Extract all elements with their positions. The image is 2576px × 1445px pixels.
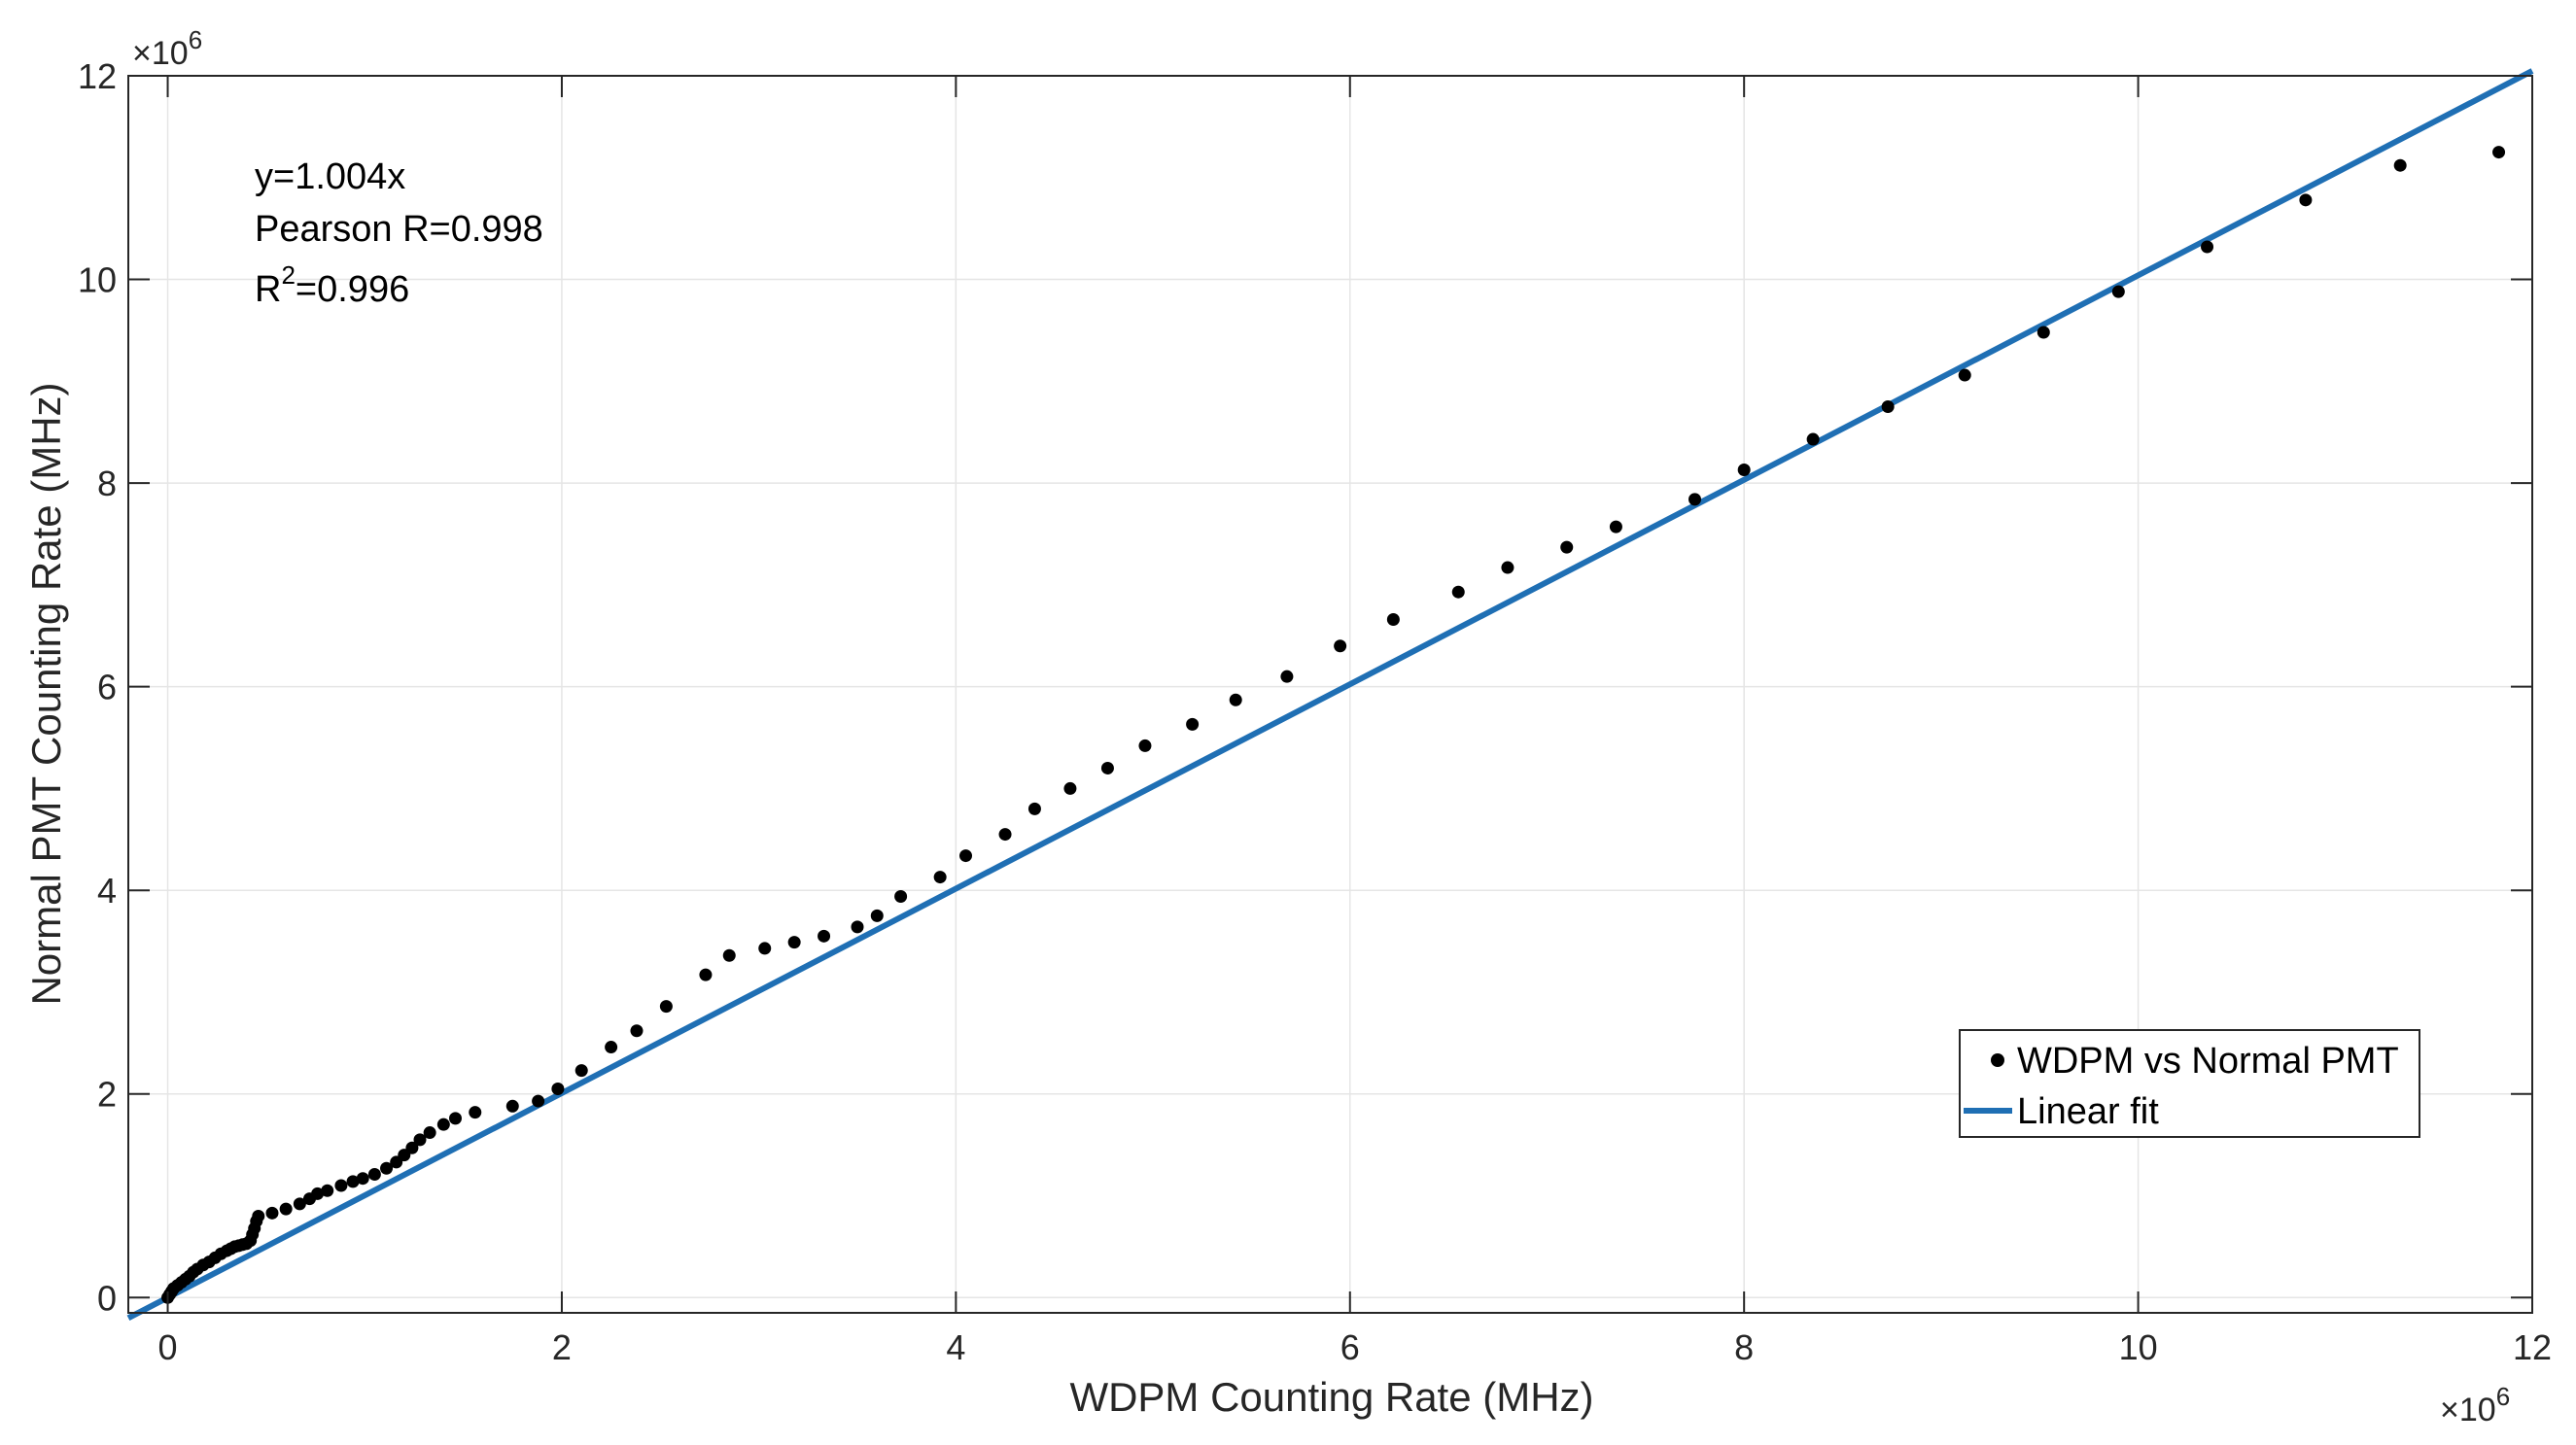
data-point — [321, 1184, 334, 1197]
data-point — [334, 1179, 348, 1192]
x-tick-label: 6 — [1340, 1327, 1360, 1367]
data-point — [2393, 158, 2407, 172]
data-point — [380, 1161, 394, 1175]
fit-equation: y=1.004x — [255, 156, 405, 197]
data-point — [293, 1197, 306, 1211]
x-tick-label: 12 — [2513, 1327, 2552, 1367]
linear-fit-line — [126, 68, 2534, 1321]
data-point — [2201, 240, 2214, 254]
data-point — [279, 1202, 293, 1216]
data-point — [630, 1024, 644, 1038]
plot-frame — [127, 75, 2533, 1314]
data-point — [551, 1082, 565, 1095]
y-tick-label: 8 — [97, 464, 117, 503]
x-tick-label: 2 — [552, 1327, 572, 1367]
data-point — [1334, 639, 1347, 653]
y-axis-ticks: 0 2 4 6 8 10 12 — [78, 56, 2532, 1318]
data-point — [252, 1209, 265, 1222]
data-point — [722, 948, 736, 962]
data-point — [413, 1133, 427, 1147]
data-point — [367, 1168, 381, 1182]
data-point — [894, 889, 908, 903]
data-point — [787, 936, 801, 949]
points-layer — [161, 146, 2506, 1304]
data-point — [933, 871, 947, 884]
data-point — [265, 1206, 279, 1220]
y-tick-label: 0 — [97, 1278, 117, 1318]
data-point — [448, 1112, 462, 1125]
y-tick-label: 4 — [97, 871, 117, 911]
data-point — [1063, 781, 1077, 795]
data-point — [1688, 493, 1702, 506]
data-point — [1501, 561, 1514, 574]
legend-box — [1959, 1029, 2420, 1138]
data-point — [818, 929, 831, 943]
data-point — [1280, 670, 1294, 683]
x-axis-multiplier: ×106 — [2440, 1382, 2510, 1428]
data-point — [998, 828, 1012, 842]
data-point — [532, 1094, 545, 1108]
data-point — [1881, 400, 1895, 414]
x-axis-ticks: 0 2 4 6 8 10 12 — [158, 76, 2552, 1367]
data-point — [659, 1000, 673, 1014]
data-point — [851, 920, 864, 934]
data-point — [1958, 368, 1971, 382]
y-axis-multiplier: ×106 — [132, 25, 202, 72]
data-point — [1027, 802, 1041, 815]
data-point — [605, 1041, 618, 1054]
data-point — [2111, 285, 2125, 298]
data-point — [436, 1118, 450, 1131]
data-point — [574, 1064, 588, 1078]
data-point — [356, 1172, 369, 1186]
data-point — [1806, 432, 1820, 446]
r-squared: R2=0.996 — [255, 260, 409, 310]
data-point — [2299, 193, 2313, 207]
y-axis-label: Normal PMT Counting Rate (MHz) — [23, 382, 69, 1005]
legend-label-points: WDPM vs Normal PMT — [2017, 1041, 2399, 1082]
legend-marker-points — [1991, 1053, 2004, 1067]
y-tick-label: 2 — [97, 1075, 117, 1115]
x-axis-label: WDPM Counting Rate (MHz) — [1069, 1374, 1593, 1420]
x-tick-label: 0 — [158, 1327, 178, 1367]
data-point — [505, 1099, 519, 1113]
data-point — [405, 1141, 419, 1154]
data-point — [1386, 612, 1400, 626]
x-tick-label: 10 — [2119, 1327, 2158, 1367]
data-point — [346, 1175, 360, 1188]
y-tick-label: 6 — [97, 668, 117, 707]
data-point — [1100, 761, 1114, 774]
data-point — [1138, 739, 1152, 752]
data-point — [1737, 463, 1751, 476]
fit-layer — [126, 68, 2534, 1321]
y-tick-label: 12 — [78, 56, 117, 96]
data-point — [958, 849, 972, 863]
data-point — [1186, 717, 1200, 731]
data-point — [699, 968, 713, 981]
data-point — [1609, 520, 1622, 533]
pearson-r: Pearson R=0.998 — [255, 209, 543, 250]
data-point — [1451, 585, 1465, 599]
data-point — [870, 909, 884, 922]
x-tick-label: 8 — [1734, 1327, 1754, 1367]
data-point — [469, 1106, 482, 1119]
legend-label-fit: Linear fit — [2017, 1091, 2159, 1132]
data-point — [1560, 540, 1574, 554]
data-point — [311, 1187, 325, 1200]
data-point — [758, 942, 772, 955]
x-tick-label: 4 — [946, 1327, 965, 1367]
data-point — [1229, 693, 1242, 706]
y-tick-label: 10 — [78, 260, 117, 300]
legend: WDPM vs Normal PMT Linear fit — [1959, 1029, 2420, 1138]
data-point — [423, 1126, 436, 1140]
data-point — [2492, 146, 2506, 159]
data-point — [2036, 326, 2050, 339]
